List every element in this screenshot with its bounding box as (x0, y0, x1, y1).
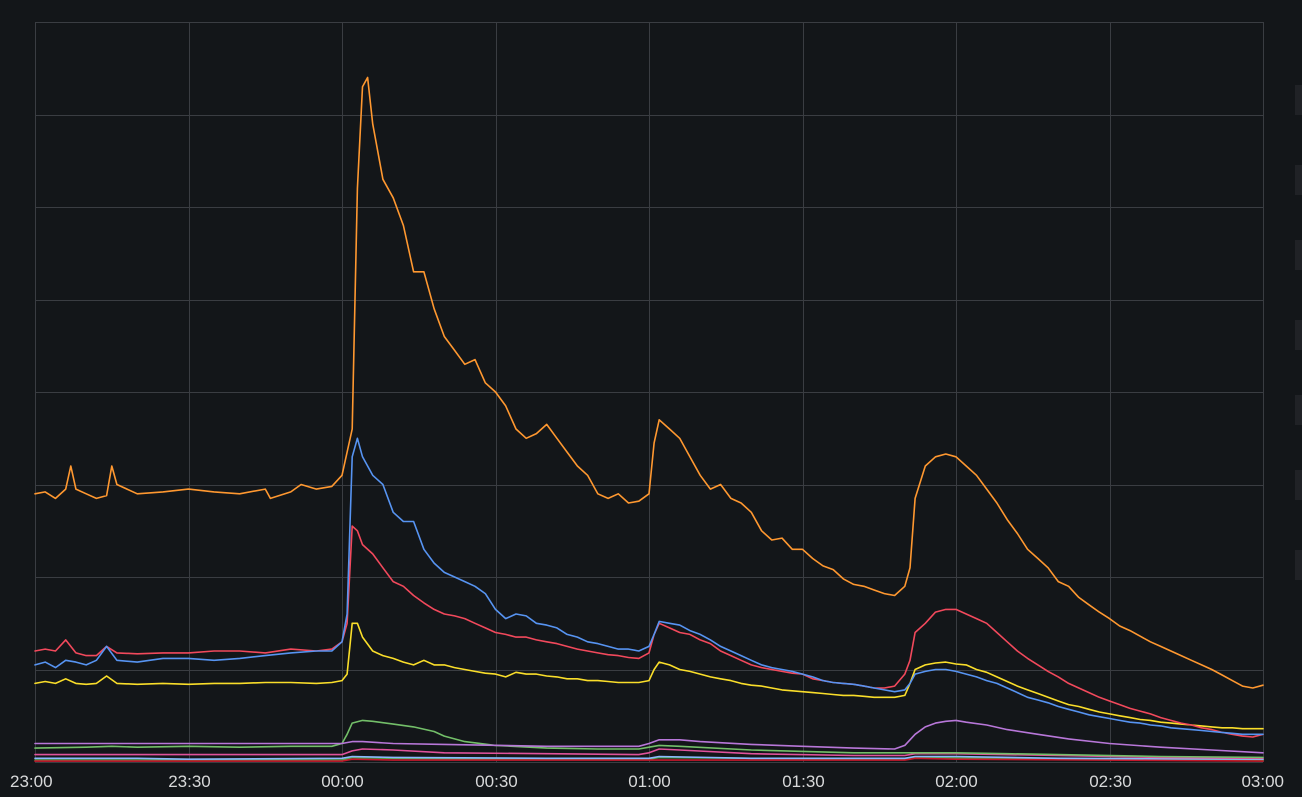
legend-placeholder (1295, 85, 1302, 580)
legend-stub-5 (1295, 470, 1302, 500)
series-line-7 (34, 755, 1264, 760)
series-line-9 (34, 756, 1264, 761)
series-line-0 (34, 76, 1264, 689)
legend-stub-3 (1295, 320, 1302, 350)
legend-stub-6 (1295, 550, 1302, 580)
chart-series-group (34, 76, 1264, 762)
x-tick-label: 00:00 (321, 772, 364, 791)
x-tick-label: 23:30 (168, 772, 211, 791)
series-line-5 (34, 719, 1264, 759)
x-tick-label: 03:00 (1241, 772, 1284, 791)
x-tick-label: 00:30 (475, 772, 518, 791)
x-tick-label: 02:00 (935, 772, 978, 791)
x-axis-ticks: 23:00 23:30 00:00 00:30 01:00 01:30 02:00 02:30… (10, 772, 1284, 791)
chart-grid (35, 22, 1264, 763)
legend-stub-1 (1295, 165, 1302, 195)
series-line-2 (34, 525, 1264, 738)
series-line-4 (34, 719, 1264, 754)
x-tick-label: 01:30 (782, 772, 825, 791)
series-line-3 (34, 622, 1264, 730)
series-line-6 (34, 748, 1264, 760)
x-tick-label: 23:00 (10, 772, 53, 791)
series-line-8 (34, 757, 1264, 762)
legend-stub-2 (1295, 240, 1302, 270)
x-tick-label: 01:00 (628, 772, 671, 791)
series-line-1 (34, 437, 1264, 736)
x-tick-label: 02:30 (1089, 772, 1132, 791)
legend-stub-4 (1295, 395, 1302, 425)
legend-stub-0 (1295, 85, 1302, 115)
